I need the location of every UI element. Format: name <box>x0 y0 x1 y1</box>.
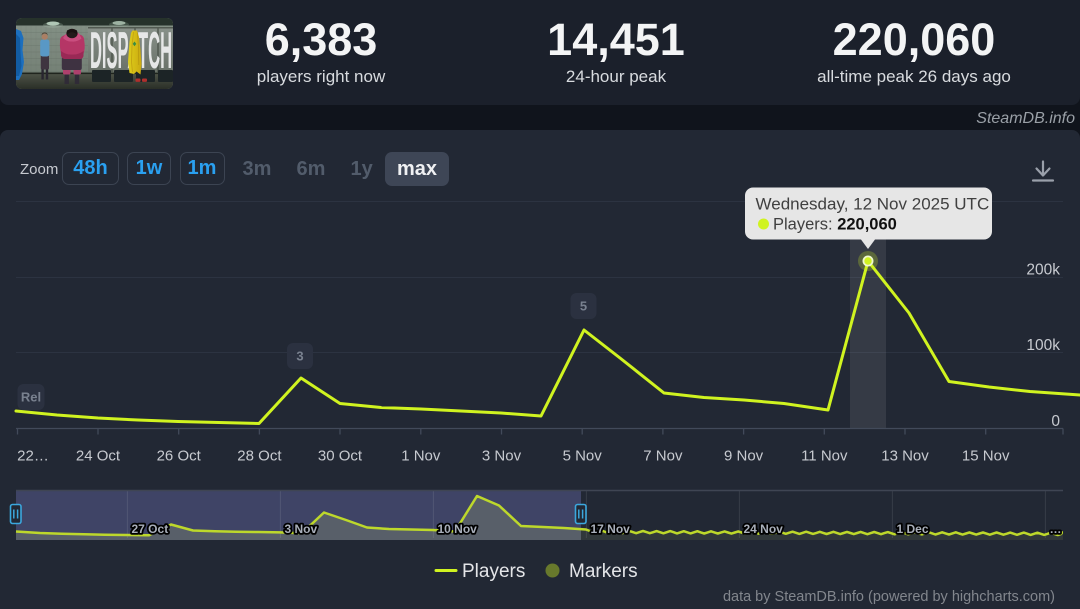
svg-text:7 Nov: 7 Nov <box>643 448 683 465</box>
svg-text:1 Nov: 1 Nov <box>401 448 441 465</box>
svg-text:Players: Players <box>462 561 525 582</box>
svg-text:0: 0 <box>1051 413 1060 430</box>
svg-text:Players: 220,060: Players: 220,060 <box>773 216 897 234</box>
svg-text:30 Oct: 30 Oct <box>318 448 363 465</box>
svg-text:13 Nov: 13 Nov <box>881 448 929 465</box>
svg-text:3 Nov: 3 Nov <box>482 448 522 465</box>
svg-text:26 Oct: 26 Oct <box>157 448 202 465</box>
svg-text:24 Nov: 24 Nov <box>744 522 784 536</box>
svg-text:…: … <box>1050 522 1062 536</box>
svg-text:22…: 22… <box>17 448 49 465</box>
svg-text:15 Nov: 15 Nov <box>962 448 1010 465</box>
svg-text:Rel: Rel <box>21 390 41 405</box>
svg-text:9 Nov: 9 Nov <box>724 448 764 465</box>
svg-text:5 Nov: 5 Nov <box>563 448 603 465</box>
svg-text:10 Nov: 10 Nov <box>438 522 478 536</box>
svg-text:27 Oct: 27 Oct <box>132 522 169 536</box>
svg-text:3: 3 <box>296 349 303 364</box>
svg-text:5: 5 <box>580 299 587 314</box>
svg-text:3 Nov: 3 Nov <box>285 522 318 536</box>
svg-text:24 Oct: 24 Oct <box>76 448 121 465</box>
svg-text:1 Dec: 1 Dec <box>897 522 929 536</box>
svg-text:Wednesday, 12 Nov 2025 UTC: Wednesday, 12 Nov 2025 UTC <box>756 195 990 214</box>
svg-text:28 Oct: 28 Oct <box>237 448 282 465</box>
svg-text:Markers: Markers <box>569 561 638 582</box>
svg-text:11 Nov: 11 Nov <box>801 448 848 465</box>
svg-text:17 Nov: 17 Nov <box>591 522 631 536</box>
svg-text:data by SteamDB.info (powered: data by SteamDB.info (powered by highcha… <box>723 589 1055 605</box>
svg-text:200k: 200k <box>1026 262 1060 279</box>
svg-text:100k: 100k <box>1026 337 1060 354</box>
